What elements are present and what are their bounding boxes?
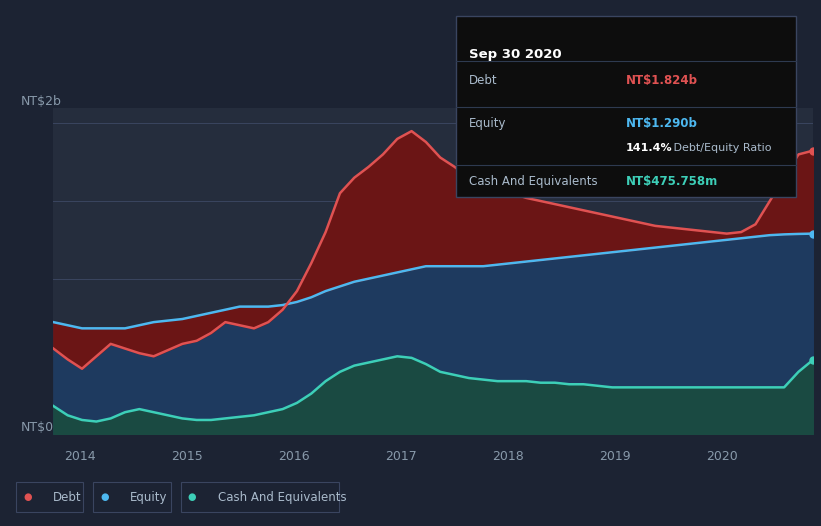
Text: ●: ●: [100, 492, 108, 502]
Text: NT$475.758m: NT$475.758m: [626, 176, 718, 188]
Text: Debt: Debt: [53, 491, 82, 503]
Text: 2015: 2015: [172, 450, 203, 463]
Text: NT$1.290b: NT$1.290b: [626, 117, 698, 130]
Text: ●: ●: [188, 492, 196, 502]
Text: NT$1.824b: NT$1.824b: [626, 74, 698, 87]
Text: 2017: 2017: [385, 450, 417, 463]
Text: NT$2b: NT$2b: [21, 95, 62, 108]
Text: 2019: 2019: [599, 450, 631, 463]
Text: 141.4%: 141.4%: [626, 143, 672, 153]
Text: Debt/Equity Ratio: Debt/Equity Ratio: [670, 143, 772, 153]
Text: 2020: 2020: [706, 450, 738, 463]
Text: ●: ●: [24, 492, 32, 502]
Text: Sep 30 2020: Sep 30 2020: [470, 48, 562, 62]
Text: Debt: Debt: [470, 74, 498, 87]
Text: 2018: 2018: [492, 450, 524, 463]
Text: Cash And Equivalents: Cash And Equivalents: [218, 491, 346, 503]
Text: 2014: 2014: [64, 450, 96, 463]
Text: Equity: Equity: [470, 117, 507, 130]
Text: NT$0: NT$0: [21, 421, 53, 434]
Text: Cash And Equivalents: Cash And Equivalents: [470, 176, 598, 188]
Text: Equity: Equity: [130, 491, 167, 503]
Text: 2016: 2016: [278, 450, 310, 463]
